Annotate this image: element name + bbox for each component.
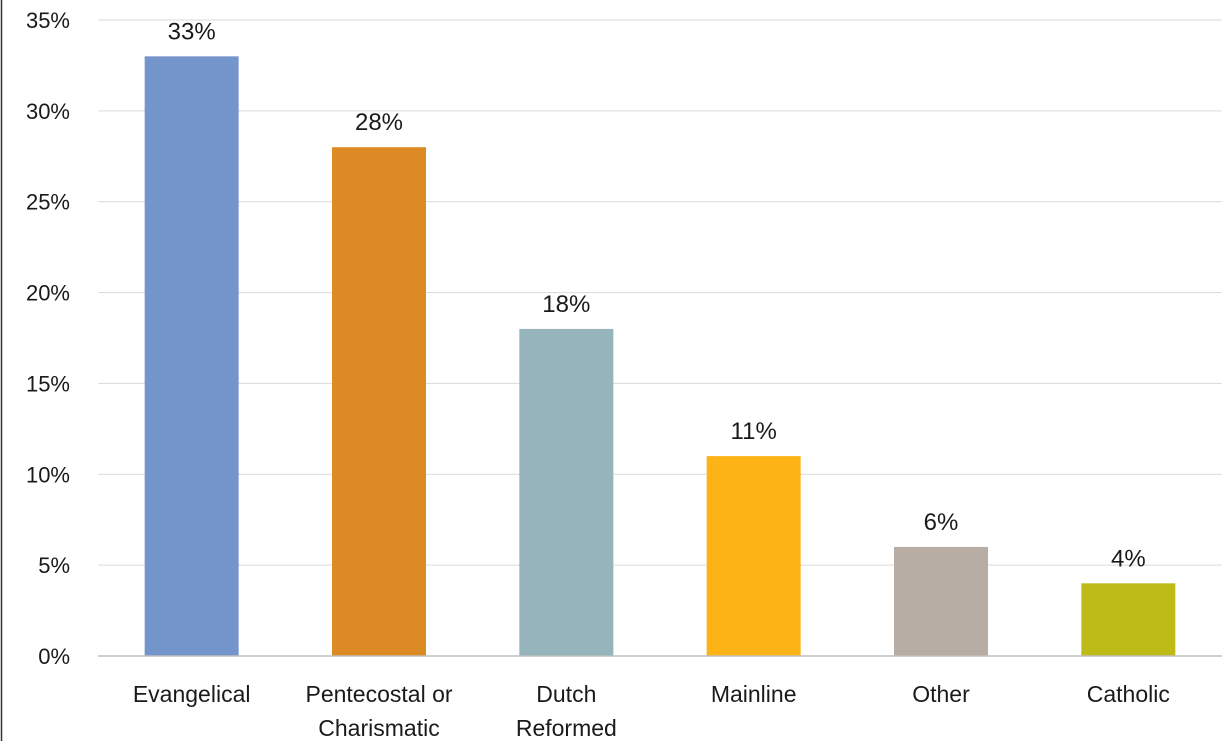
data-label: 33% [168, 18, 216, 45]
data-label: 6% [924, 509, 959, 536]
bar [894, 546, 988, 656]
y-tick-label: 30% [26, 99, 70, 124]
category-label: Pentecostal or Charismatic [305, 681, 452, 741]
data-label: 11% [731, 418, 777, 445]
y-tick-label: 0% [38, 644, 70, 669]
category-label: Catholic [1087, 681, 1170, 707]
data-label: 28% [355, 109, 403, 136]
bar [519, 328, 614, 656]
y-tick-label: 35% [26, 8, 70, 33]
category-label: Dutch Reformed [516, 681, 617, 741]
category-label: Other [912, 681, 970, 707]
y-tick-label: 25% [26, 190, 70, 215]
category-label: Mainline [711, 681, 797, 707]
data-label: 18% [542, 291, 590, 318]
bar [706, 456, 801, 656]
y-tick-label: 20% [26, 281, 70, 306]
y-tick-label: 5% [38, 553, 70, 578]
y-tick-label: 15% [26, 371, 70, 396]
data-label: 4% [1111, 545, 1146, 572]
y-tick-label: 10% [26, 462, 70, 487]
category-label: Evangelical [133, 681, 251, 707]
bar [1081, 583, 1176, 656]
bar [144, 56, 239, 657]
bar [332, 147, 426, 656]
